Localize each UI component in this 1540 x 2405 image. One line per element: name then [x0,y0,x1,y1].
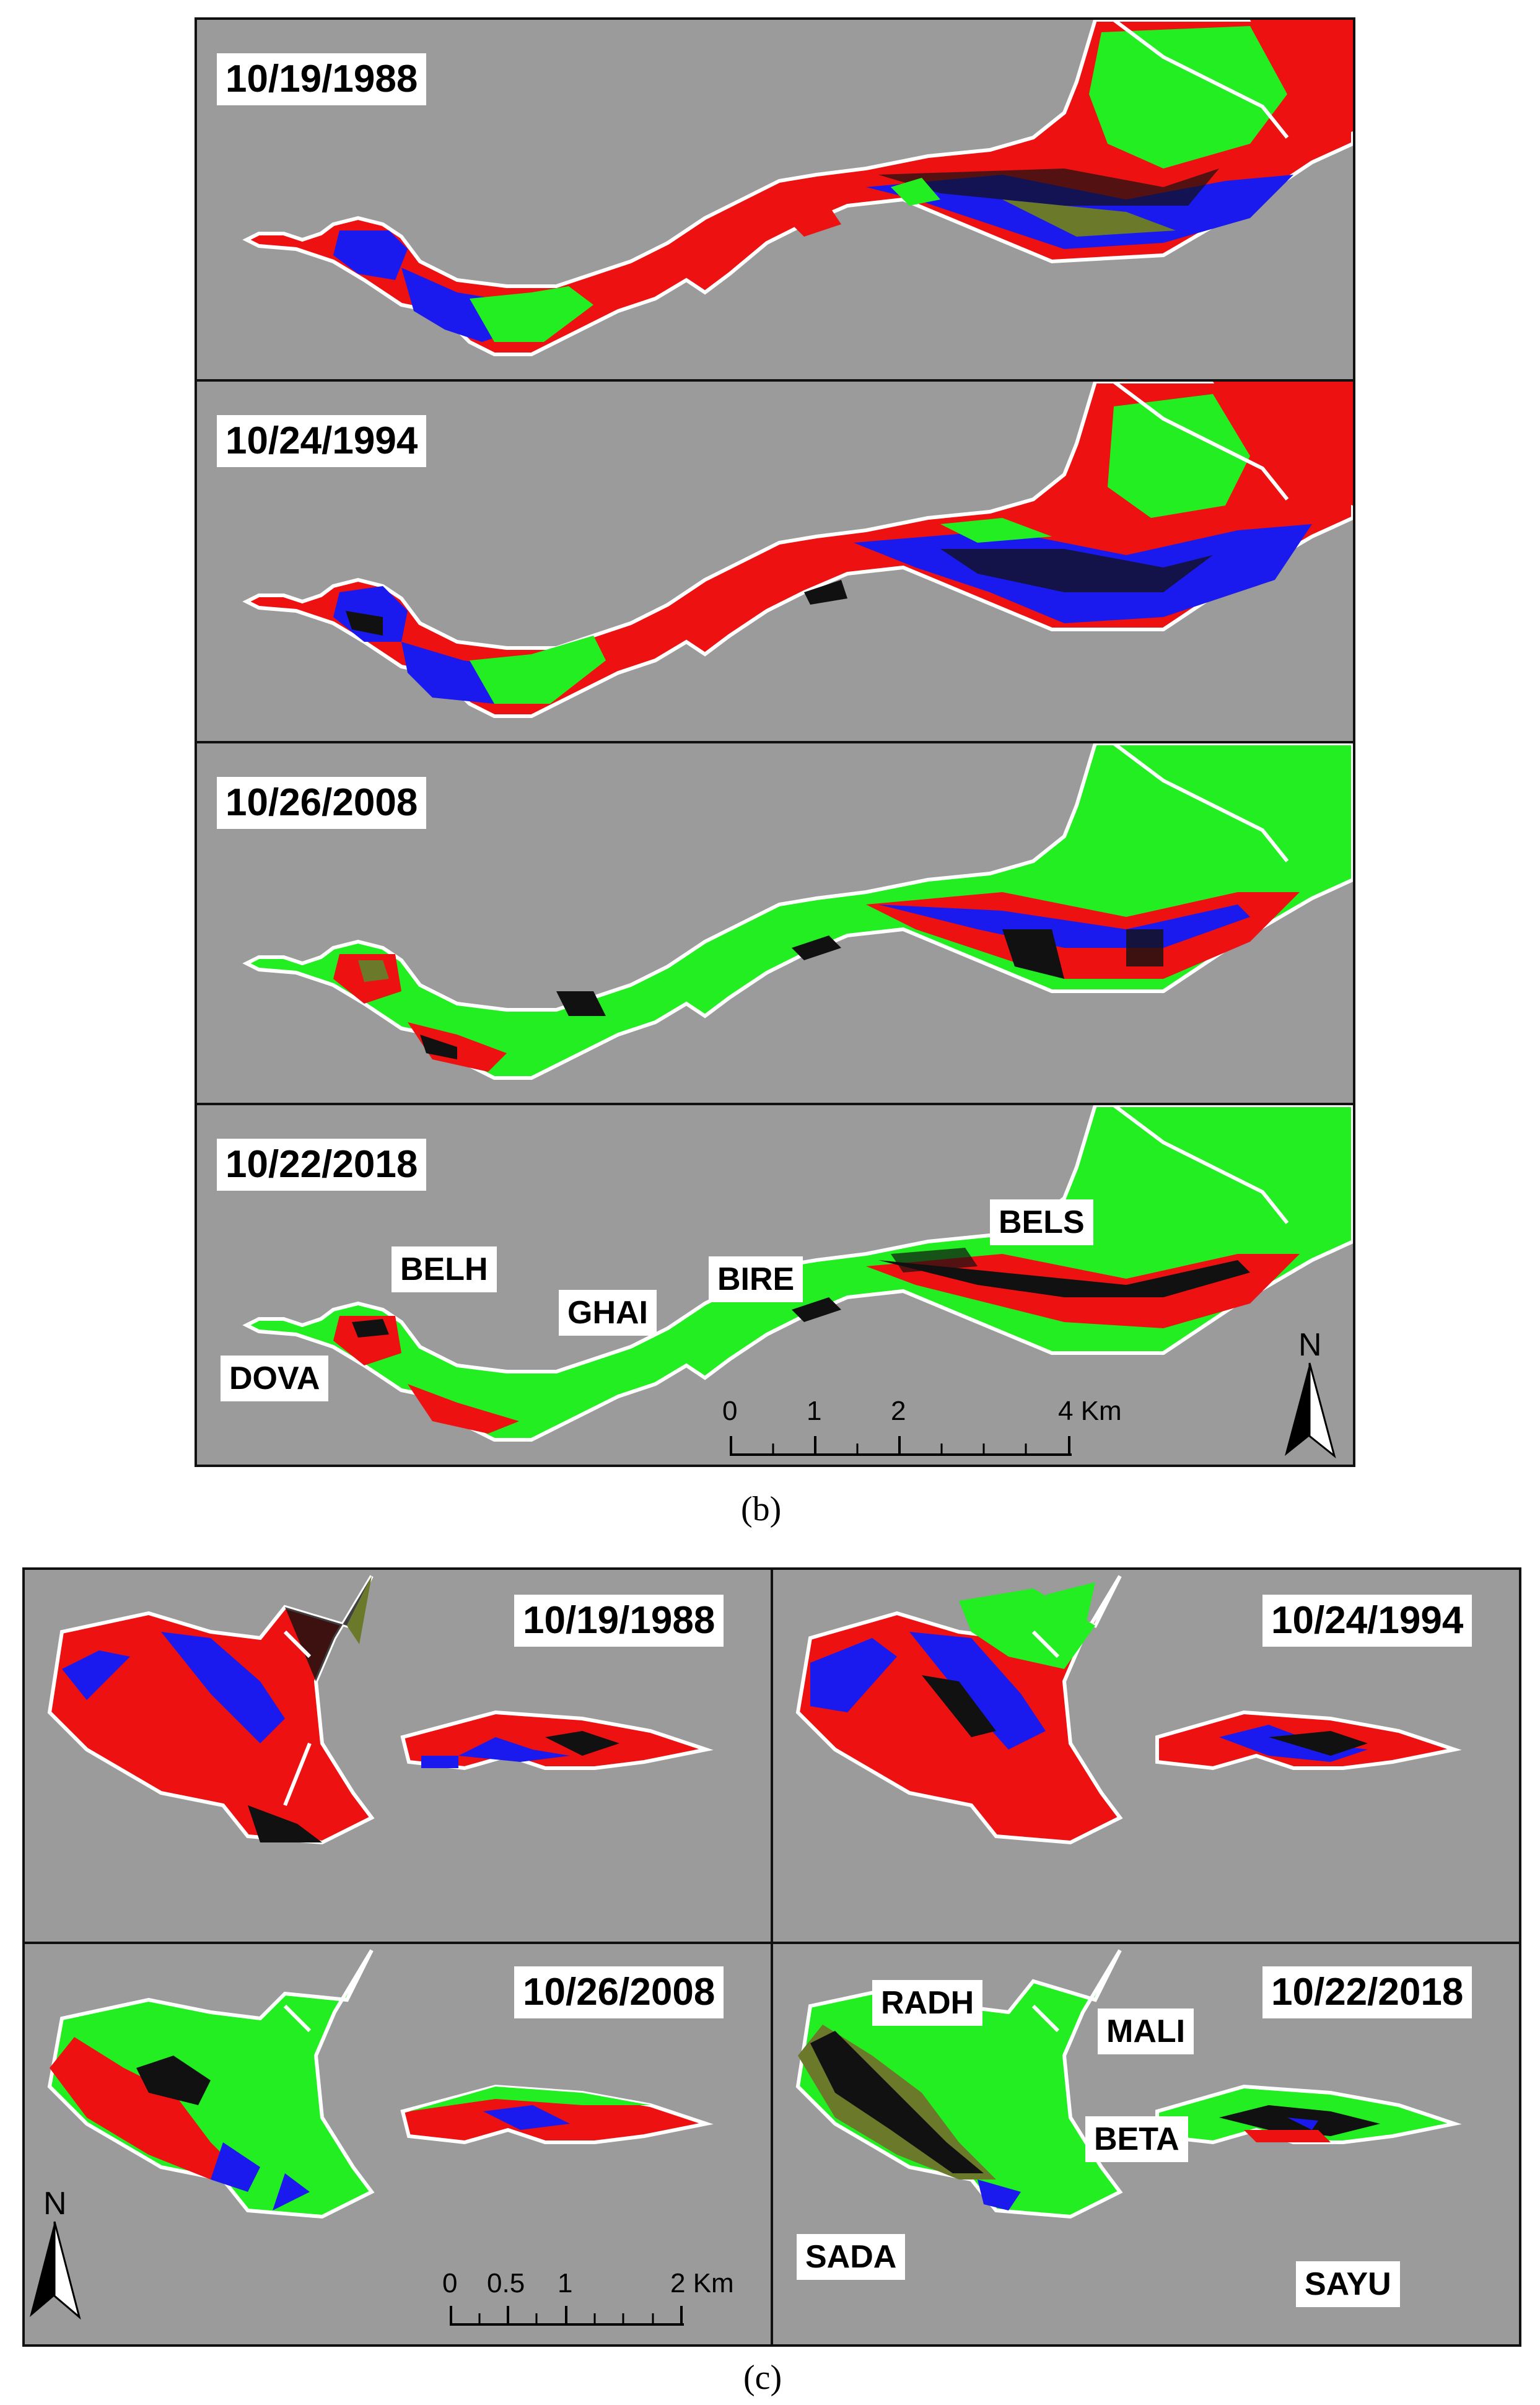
site-label-sayu: SAYU [1296,2261,1400,2307]
north-arrow-b-label: N [1298,1327,1322,1363]
map-1994-c [795,1575,1462,1845]
north-arrow-b-left [1285,1363,1310,1456]
figure-b-divider-1 [197,379,1353,382]
north-arrow-c-left [30,2222,55,2317]
north-arrow-c-right [53,2221,81,2320]
scale-tick-c-3: 2 Km [670,2268,734,2298]
figure-b-divider-2 [197,741,1353,743]
site-label-dova: DOVA [221,1356,329,1401]
scale-tick-b-2: 2 [891,1396,906,1426]
scale-tick-b-1: 1 [807,1396,821,1426]
site-label-bels: BELS [990,1199,1093,1245]
scale-tick-c-1: 0.5 [487,2268,525,2298]
site-label-sada: SADA [797,2234,906,2280]
date-label-b-1988: 10/19/1988 [217,53,427,105]
date-label-c-1988: 10/19/1988 [514,1595,724,1647]
scale-tick-b-0: 0 [722,1396,737,1426]
map-2008-c [47,1949,714,2219]
scale-tick-c-0: 0 [442,2268,457,2298]
scale-tick-b-3: 4 Km [1058,1396,1122,1426]
caption-b: (b) [741,1490,782,1528]
site-label-belh: BELH [392,1246,497,1292]
date-label-c-1994: 10/24/1994 [1262,1595,1472,1647]
site-label-ghai: GHAI [559,1290,657,1336]
figure-c-vdivider [771,1570,773,2344]
north-arrow-c-label: N [43,2186,67,2222]
figure-b-panel-1994 [197,382,1353,741]
figure-b-divider-3 [197,1103,1353,1105]
date-label-c-2018: 10/22/2018 [1262,1966,1472,2018]
site-label-radh: RADH [872,1980,983,2026]
map-1994-b [242,382,1353,718]
date-label-b-2008: 10/26/2008 [217,777,427,829]
date-label-b-1994: 10/24/1994 [217,415,427,467]
figure-c-hdivider [25,1942,1519,1944]
site-label-mali: MALI [1098,2009,1194,2054]
site-label-bire: BIRE [709,1256,803,1302]
site-label-beta: BETA [1085,2116,1188,2162]
scale-tick-c-2: 1 [558,2268,572,2298]
date-label-b-2018: 10/22/2018 [217,1139,427,1191]
map-2008-b [242,743,1353,1080]
north-arrow-b-right [1308,1362,1336,1459]
date-label-c-2008: 10/26/2008 [514,1966,724,2018]
map-1988-b [242,20,1353,356]
river-corridor-layer [242,20,1353,356]
map-1988-c [47,1575,714,1845]
caption-c: (c) [743,2359,782,2397]
